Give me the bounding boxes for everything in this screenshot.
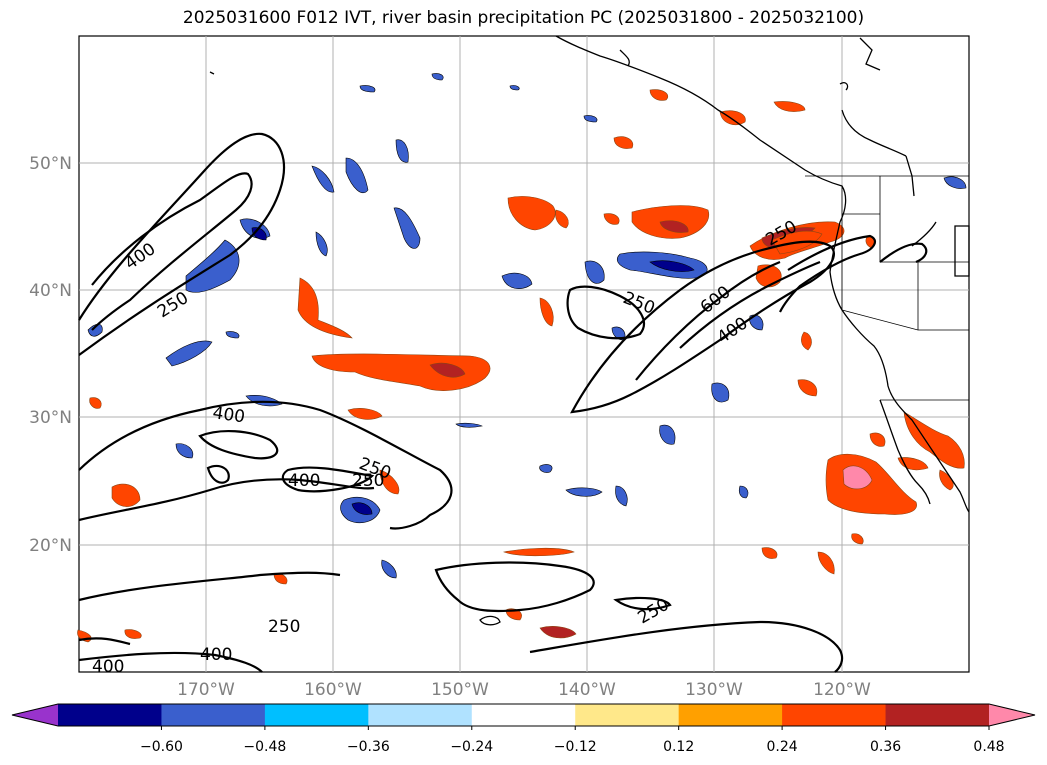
contour-label: 400 [288, 471, 320, 491]
precip-negative-shading [87, 73, 967, 579]
map-title: 2025031600 F012 IVT, river basin precipi… [182, 8, 865, 28]
lat-label-30n: 30°N [29, 408, 72, 428]
latitude-labels: 50°N 40°N 30°N 20°N [29, 154, 72, 556]
contour-label: 400 [211, 403, 246, 427]
ivt-contours [78, 132, 928, 673]
colorbar-cell [782, 704, 887, 726]
lat-label-50n: 50°N [29, 154, 72, 174]
contour-label: 250 [268, 617, 300, 637]
colorbar-cell [885, 704, 990, 726]
colorbar-tick-label: −0.24 [450, 739, 493, 755]
contour-label: 250 [352, 471, 384, 491]
colorbar-extend-min [12, 704, 58, 726]
colorbar-tick-label: −0.60 [140, 739, 183, 755]
colorbar-tick-label: −0.12 [554, 739, 597, 755]
colorbar-tick-label: −0.36 [347, 739, 390, 755]
lon-label-130w: 130°W [685, 680, 743, 700]
colorbar-cell [678, 704, 783, 726]
longitude-labels: 170°W 160°W 150°W 140°W 130°W 120°W [177, 680, 871, 700]
colorbar-cell [471, 704, 576, 726]
colorbar-tick-label: −0.48 [243, 739, 286, 755]
colorbar-cell [161, 704, 266, 726]
lat-label-20n: 20°N [29, 536, 72, 556]
lat-label-40n: 40°N [29, 281, 72, 301]
lon-label-170w: 170°W [177, 680, 235, 700]
map-frame [78, 35, 970, 673]
colorbar: −0.60 −0.48 −0.36 −0.24 −0.12 0.12 0.24 0.36 0.4… [11, 703, 1036, 755]
colorbar-cell [368, 704, 473, 726]
colorbar-outline [11, 703, 1036, 727]
lon-label-140w: 140°W [558, 680, 616, 700]
contour-label: 400 [92, 657, 124, 677]
colorbar-tick-label: 0.12 [663, 739, 694, 755]
lon-label-150w: 150°W [431, 680, 489, 700]
colorbar-cell [575, 704, 680, 726]
lon-label-120w: 120°W [813, 680, 871, 700]
colorbar-tick-label: 0.48 [973, 739, 1004, 755]
colorbar-tick-label: 0.24 [767, 739, 798, 755]
colorbar-extend-max [989, 704, 1035, 726]
lon-label-160w: 160°W [304, 680, 362, 700]
precip-positive-shading [77, 89, 965, 643]
contour-label: 400 [200, 645, 232, 665]
colorbar-cell [58, 704, 162, 726]
colorbar-tick-label: 0.36 [870, 739, 901, 755]
colorbar-cell [264, 704, 369, 726]
